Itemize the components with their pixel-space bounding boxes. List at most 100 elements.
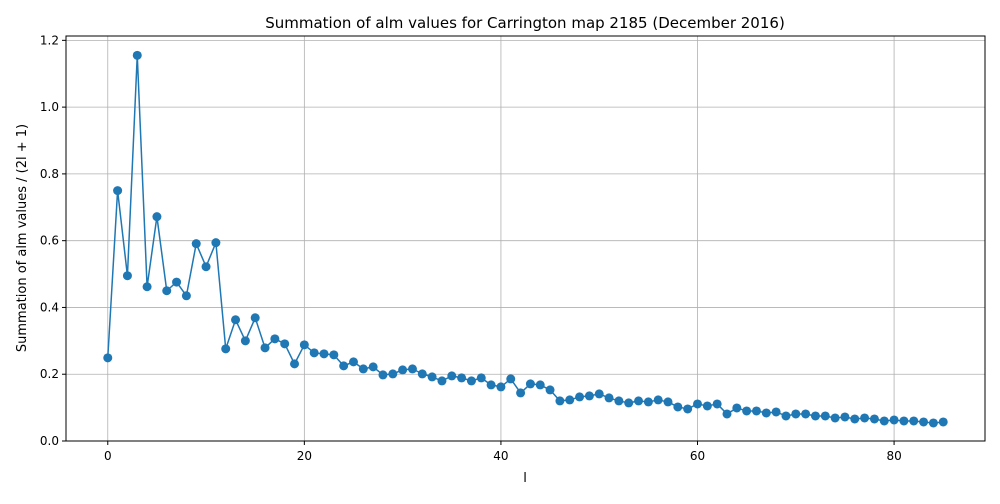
data-point <box>525 379 535 389</box>
data-point <box>850 414 860 424</box>
data-point <box>496 382 506 392</box>
data-point <box>447 371 457 381</box>
data-point <box>634 396 644 406</box>
data-point <box>457 373 467 383</box>
x-tick-label: 40 <box>493 449 508 463</box>
data-point <box>889 415 899 425</box>
data-point <box>152 212 162 222</box>
data-point <box>280 339 290 349</box>
data-point <box>103 353 113 363</box>
data-point <box>516 388 526 398</box>
chart-title: Summation of alm values for Carrington m… <box>265 14 785 32</box>
data-point <box>211 238 221 248</box>
data-point <box>702 401 712 411</box>
data-point <box>427 372 437 382</box>
data-point <box>624 398 634 408</box>
data-point <box>545 385 555 395</box>
series-layer <box>103 50 948 428</box>
y-tick-label: 1.0 <box>40 100 59 114</box>
data-point <box>584 391 594 401</box>
data-point <box>132 50 142 60</box>
data-point <box>407 364 417 374</box>
x-tick-label: 20 <box>297 449 312 463</box>
data-point <box>879 416 889 426</box>
data-point <box>575 392 585 402</box>
data-point <box>673 402 683 412</box>
data-point <box>693 399 703 409</box>
data-point <box>231 315 241 325</box>
data-point <box>643 397 653 407</box>
data-point <box>270 334 280 344</box>
data-point <box>398 365 408 375</box>
data-point <box>860 413 870 423</box>
x-axis: 0 20 40 60 80 <box>104 441 902 463</box>
y-tick-label: 0.8 <box>40 167 59 181</box>
data-point <box>162 286 172 296</box>
data-point <box>899 416 909 426</box>
data-point <box>476 373 486 383</box>
y-axis-label: Summation of alm values / (2l + 1) <box>15 124 30 352</box>
data-point <box>309 348 319 358</box>
data-point <box>555 396 565 406</box>
data-point <box>820 411 830 421</box>
data-point <box>869 414 879 424</box>
data-point <box>417 369 427 379</box>
y-axis: 0.0 0.2 0.4 0.6 0.8 1.0 1.2 <box>40 33 66 448</box>
data-point <box>722 409 732 419</box>
y-tick-label: 0.6 <box>40 234 59 248</box>
data-point <box>928 418 938 428</box>
data-point <box>299 340 309 350</box>
data-point <box>250 313 260 323</box>
data-point <box>437 376 447 386</box>
grid <box>66 36 985 442</box>
data-point <box>830 413 840 423</box>
data-point <box>810 411 820 421</box>
data-point <box>378 370 388 380</box>
data-point <box>122 271 132 281</box>
data-point <box>565 395 575 405</box>
data-point <box>319 349 329 359</box>
y-tick-label: 0.0 <box>40 434 59 448</box>
data-point <box>260 343 270 353</box>
data-point <box>172 277 182 287</box>
data-point <box>771 407 781 417</box>
x-axis-label: l <box>523 471 527 486</box>
data-point <box>506 374 516 384</box>
data-point <box>221 344 231 354</box>
data-point <box>329 350 339 360</box>
data-point <box>358 364 368 374</box>
plot-area-frame <box>65 35 986 442</box>
data-point <box>191 239 201 249</box>
x-tick-label: 80 <box>886 449 901 463</box>
data-point <box>368 362 378 372</box>
data-point <box>919 417 929 427</box>
data-point <box>653 395 663 405</box>
data-point <box>732 403 742 413</box>
x-tick-label: 60 <box>690 449 705 463</box>
y-tick-label: 0.2 <box>40 367 59 381</box>
data-point <box>751 406 761 416</box>
data-point <box>486 380 496 390</box>
data-point <box>240 336 250 346</box>
data-point <box>466 376 476 386</box>
data-point <box>348 357 358 367</box>
series-line <box>107 54 944 424</box>
data-point <box>742 406 752 416</box>
data-point <box>201 262 211 272</box>
data-point <box>801 409 811 419</box>
data-point <box>594 389 604 399</box>
data-point <box>614 396 624 406</box>
data-point <box>339 361 349 371</box>
data-point <box>712 399 722 409</box>
data-point <box>909 416 919 426</box>
data-point <box>840 412 850 422</box>
data-point <box>791 409 801 419</box>
data-point <box>181 291 191 301</box>
data-point <box>761 408 771 418</box>
data-point <box>113 186 123 196</box>
y-tick-label: 1.2 <box>40 33 59 47</box>
x-tick-label: 0 <box>104 449 112 463</box>
data-point <box>663 397 673 407</box>
